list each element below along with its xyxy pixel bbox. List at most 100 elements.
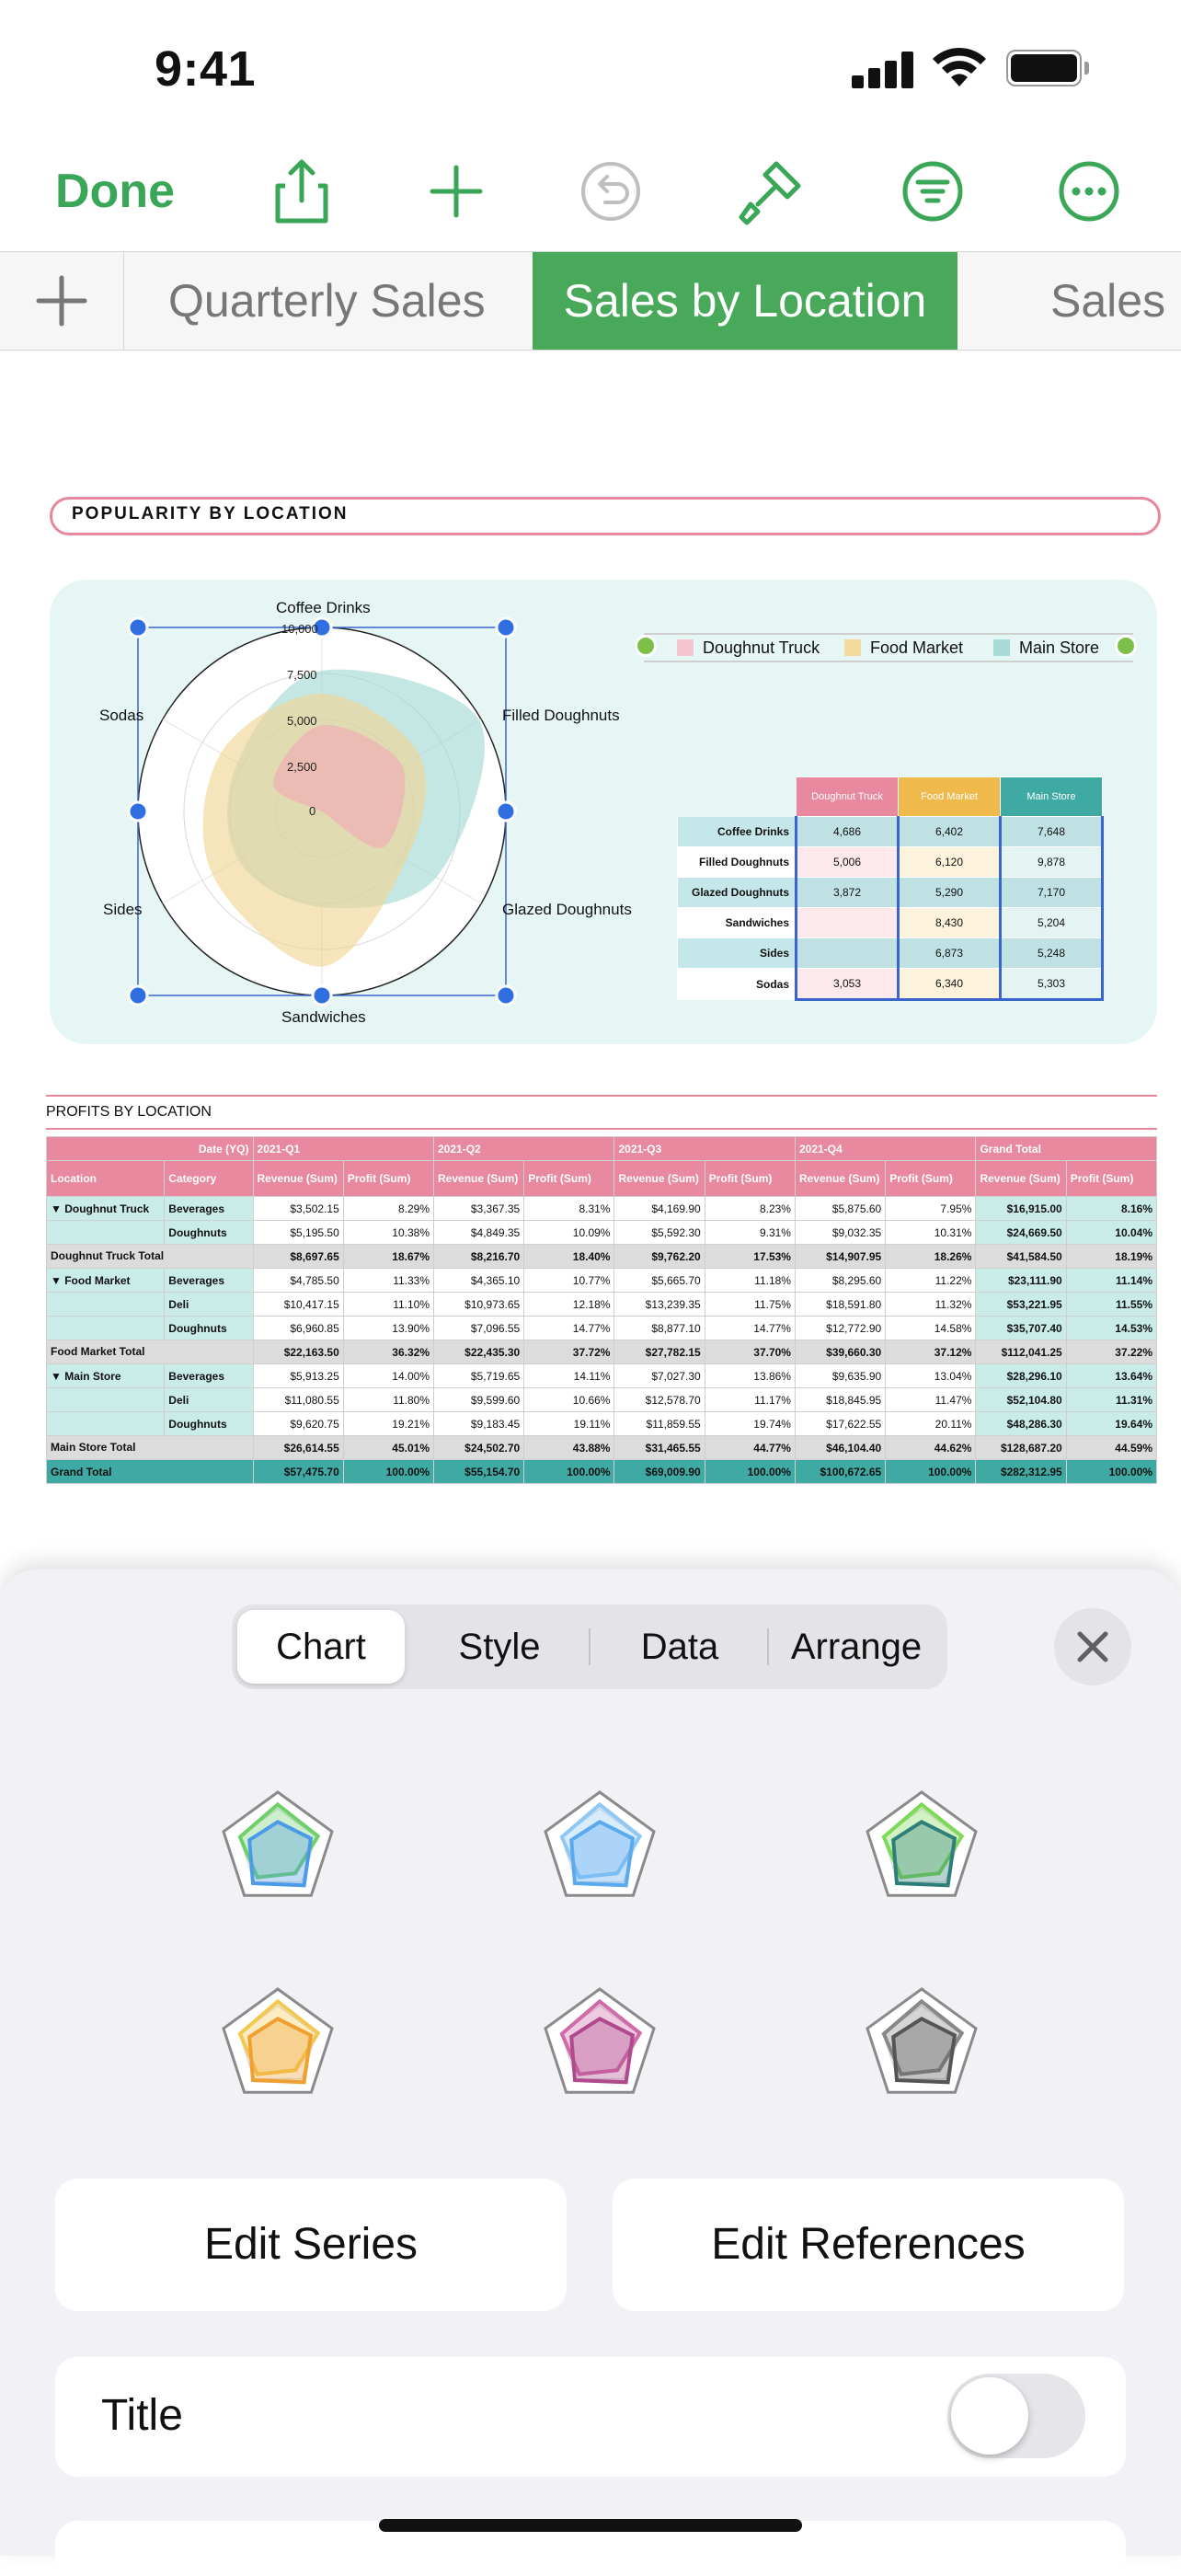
pivot-value-cell[interactable]: 13.90% (342, 1316, 435, 1340)
mini-cell[interactable]: 3,053 (795, 968, 899, 1001)
pivot-profit-header[interactable]: Profit (Sum) (523, 1160, 615, 1197)
add-icon[interactable] (421, 156, 491, 226)
pivot-value-cell[interactable]: 10.31% (885, 1220, 977, 1245)
pivot-value-cell[interactable]: $18,591.80 (794, 1292, 887, 1317)
pivot-total-cell[interactable]: $8,697.65 (252, 1244, 344, 1269)
pivot-value-cell[interactable]: 14.77% (523, 1316, 615, 1340)
pivot-location-header[interactable]: Location (45, 1160, 166, 1197)
pivot-value-cell[interactable]: 11.32% (885, 1292, 977, 1317)
pivot-profit-header[interactable]: Profit (Sum) (342, 1160, 435, 1197)
mini-header-food-market[interactable]: Food Market (898, 776, 1001, 817)
pivot-value-cell[interactable]: $10,973.65 (432, 1292, 525, 1317)
pivot-value-cell[interactable]: $8,295.60 (794, 1268, 887, 1293)
pivot-grand-total-cell[interactable]: $69,009.90 (613, 1459, 705, 1484)
pivot-total-label[interactable]: Doughnut Truck Total (46, 1244, 254, 1269)
pivot-total-cell[interactable]: 44.59% (1065, 1435, 1158, 1460)
pivot-value-cell[interactable]: $53,221.95 (975, 1292, 1067, 1317)
mini-cell[interactable]: 6,402 (897, 816, 1001, 847)
pivot-value-cell[interactable]: $13,239.35 (613, 1292, 705, 1317)
pivot-category-cell[interactable]: Doughnuts (164, 1411, 254, 1436)
segment-data[interactable]: Data (640, 1627, 719, 1667)
mini-cell[interactable]: 6,873 (897, 937, 1001, 969)
pivot-value-cell[interactable]: $4,849.35 (432, 1220, 525, 1245)
pivot-total-cell[interactable]: $46,104.40 (794, 1435, 887, 1460)
mini-row-label[interactable]: Sodas (677, 968, 797, 1000)
pivot-value-cell[interactable]: $17,622.55 (794, 1411, 887, 1436)
format-brush-icon[interactable] (736, 156, 806, 226)
pivot-value-cell[interactable]: $5,913.25 (252, 1363, 344, 1388)
pivot-value-cell[interactable]: $3,367.35 (432, 1196, 525, 1221)
pivot-period-header[interactable]: 2021-Q3 (613, 1136, 796, 1161)
mini-cell[interactable]: 8,430 (897, 907, 1001, 938)
pivot-total-cell[interactable]: 18.67% (342, 1244, 435, 1269)
mini-row-label[interactable]: Glazed Doughnuts (677, 877, 797, 908)
pivot-value-cell[interactable]: $4,785.50 (252, 1268, 344, 1293)
edit-series-button[interactable]: Edit Series (55, 2179, 567, 2311)
mini-header-doughnut-truck[interactable]: Doughnut Truck (796, 776, 899, 817)
pivot-grand-total-label[interactable]: Grand Total (46, 1459, 254, 1484)
radar-series-doughnut-truck[interactable] (273, 724, 406, 848)
mini-cell[interactable]: 5,248 (999, 937, 1104, 969)
mini-cell[interactable]: 4,686 (795, 816, 899, 847)
pivot-value-cell[interactable]: 13.04% (885, 1363, 977, 1388)
pivot-value-cell[interactable]: 14.00% (342, 1363, 435, 1388)
pivot-value-cell[interactable]: 19.64% (1065, 1411, 1158, 1436)
pivot-total-cell[interactable]: $26,614.55 (252, 1435, 344, 1460)
done-button[interactable]: Done (55, 165, 175, 218)
pivot-grand-total-cell[interactable]: 100.00% (704, 1459, 796, 1484)
pivot-value-cell[interactable]: 11.75% (704, 1292, 796, 1317)
pivot-profit-header[interactable]: Profit (Sum) (885, 1160, 977, 1197)
pivot-category-cell[interactable]: Doughnuts (164, 1220, 254, 1245)
pivot-value-cell[interactable]: $9,599.60 (432, 1387, 525, 1412)
pivot-total-label[interactable]: Food Market Total (46, 1340, 254, 1364)
mini-header-main-store[interactable]: Main Store (1000, 776, 1103, 817)
pivot-total-cell[interactable]: 18.26% (885, 1244, 977, 1269)
pivot-location-cell[interactable]: ▼ Main Store (45, 1363, 166, 1388)
pivot-location-cell[interactable]: ▼ Doughnut Truck (45, 1196, 166, 1221)
pivot-value-cell[interactable]: 14.58% (885, 1316, 977, 1340)
pivot-value-cell[interactable]: 8.16% (1065, 1196, 1158, 1221)
pivot-total-cell[interactable]: 18.40% (523, 1244, 615, 1269)
resize-handle[interactable] (127, 800, 149, 822)
radar-style-5-thumbnail[interactable] (537, 1980, 662, 2105)
radar-style-4-thumbnail[interactable] (215, 1980, 340, 2105)
pivot-value-cell[interactable]: $8,877.10 (613, 1316, 705, 1340)
pivot-total-cell[interactable]: 37.12% (885, 1340, 977, 1364)
pivot-category-header[interactable]: Category (164, 1160, 254, 1197)
pivot-date-header[interactable]: Date (YQ) (46, 1136, 254, 1161)
mini-row-label[interactable]: Coffee Drinks (677, 816, 797, 847)
pivot-value-cell[interactable]: $9,620.75 (252, 1411, 344, 1436)
popularity-title-box[interactable] (50, 497, 1161, 535)
pivot-grand-total-cell[interactable]: $100,672.65 (794, 1459, 887, 1484)
pivot-total-cell[interactable]: $27,782.15 (613, 1340, 705, 1364)
pivot-total-cell[interactable]: $112,041.25 (975, 1340, 1067, 1364)
pivot-grand-total-cell[interactable]: $57,475.70 (252, 1459, 344, 1484)
pivot-grand-total-cell[interactable]: 100.00% (885, 1459, 977, 1484)
mini-cell[interactable]: 3,872 (795, 877, 899, 908)
profits-pivot-table[interactable]: Date (YQ) 2021-Q1 2021-Q2 2021-Q3 2021-Q4 Gra… (45, 1136, 1158, 1484)
pivot-location-cell[interactable] (45, 1220, 166, 1245)
pivot-value-cell[interactable]: $5,719.65 (432, 1363, 525, 1388)
pivot-value-cell[interactable]: 14.77% (704, 1316, 796, 1340)
legend-handle-left[interactable] (635, 635, 657, 657)
resize-handle[interactable] (495, 800, 517, 822)
tab-quarterly-sales[interactable]: Quarterly Sales (168, 275, 486, 327)
pivot-value-cell[interactable]: $12,578.70 (613, 1387, 705, 1412)
mini-cell[interactable]: 6,340 (897, 968, 1001, 1001)
pivot-value-cell[interactable]: $5,592.30 (613, 1220, 705, 1245)
pivot-value-cell[interactable]: $5,875.60 (794, 1196, 887, 1221)
mini-cell[interactable] (795, 937, 899, 969)
radar-style-1-thumbnail[interactable] (215, 1783, 340, 1908)
pivot-grand-total-cell[interactable]: $55,154.70 (432, 1459, 525, 1484)
pivot-value-cell[interactable]: $7,027.30 (613, 1363, 705, 1388)
pivot-value-cell[interactable]: 11.31% (1065, 1387, 1158, 1412)
segment-arrange[interactable]: Arrange (790, 1627, 923, 1667)
pivot-value-cell[interactable]: 11.47% (885, 1387, 977, 1412)
pivot-location-cell[interactable] (45, 1292, 166, 1317)
pivot-grand-total-cell[interactable]: 100.00% (1065, 1459, 1158, 1484)
pivot-total-cell[interactable]: $9,762.20 (613, 1244, 705, 1269)
mini-cell[interactable] (795, 907, 899, 938)
pivot-value-cell[interactable]: 7.95% (885, 1196, 977, 1221)
pivot-total-cell[interactable]: 43.88% (523, 1435, 615, 1460)
pivot-value-cell[interactable]: 10.04% (1065, 1220, 1158, 1245)
